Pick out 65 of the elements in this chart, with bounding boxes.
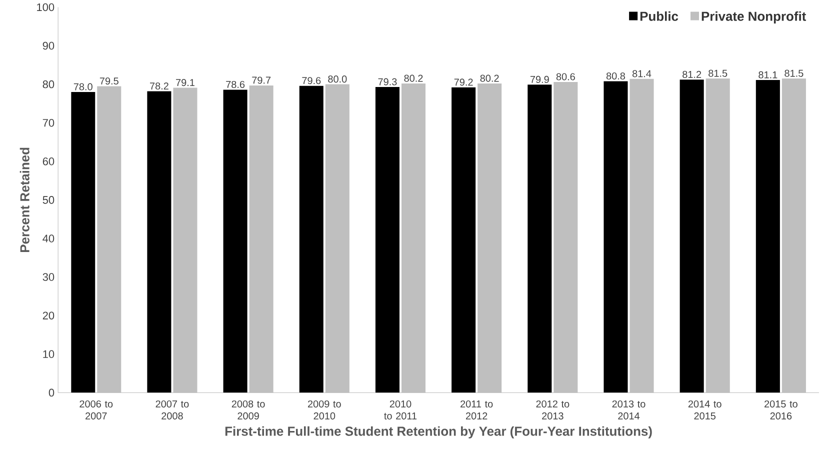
data-label: 80.2	[480, 74, 499, 82]
legend-label: Public	[640, 12, 678, 22]
data-label: 80.0	[328, 76, 347, 83]
bar	[756, 80, 780, 393]
bar	[223, 90, 248, 393]
bar	[604, 81, 628, 393]
x-axis-title: First-time Full-time Student Retention by Year (Four-Year Institutions)	[225, 426, 652, 439]
bar	[249, 86, 274, 393]
y-tick-label: 100	[37, 3, 54, 12]
y-tick-label: 50	[42, 196, 54, 204]
data-label: 79.3	[378, 78, 397, 86]
y-tick-label: 20	[42, 312, 54, 320]
x-tick-label: 2015 to 2016	[764, 400, 798, 420]
bar	[325, 84, 350, 393]
data-label: 79.6	[302, 77, 321, 84]
data-label: 78.6	[226, 81, 245, 88]
data-label: 81.5	[784, 70, 804, 77]
bar	[706, 78, 730, 393]
data-label: 80.2	[404, 74, 423, 82]
data-label: 81.2	[682, 71, 702, 78]
legend-label: Private Nonprofit	[702, 12, 806, 24]
y-tick-label: 0	[48, 388, 54, 397]
data-label: 81.5	[708, 70, 728, 77]
y-tick-label: 30	[42, 273, 54, 282]
x-tick-label: 2008 to 2009	[232, 400, 265, 420]
x-tick-label: 2013 to 2014	[612, 400, 646, 420]
x-tick-label: 2010 to 2011	[384, 400, 417, 420]
data-label: 80.8	[606, 72, 626, 80]
x-tick-label: 2009 to 2010	[308, 400, 341, 420]
y-tick-label: 60	[42, 158, 54, 166]
bar	[554, 82, 578, 393]
bar	[71, 92, 96, 393]
bar	[97, 86, 122, 393]
data-label: 78.0	[74, 83, 92, 90]
bar	[147, 91, 172, 393]
bar	[299, 86, 324, 393]
bar	[630, 79, 654, 393]
y-tick-label: 70	[42, 119, 54, 127]
y-tick-label: 80	[42, 80, 54, 88]
data-label: 80.6	[556, 73, 575, 80]
data-label: 79.9	[530, 76, 549, 84]
x-tick-label: 2012 to 2013	[536, 400, 570, 420]
x-tick-label: 2014 to 2015	[688, 400, 722, 420]
x-tick-label: 2011 to 2012	[460, 400, 493, 420]
bar	[528, 84, 552, 393]
y-tick-label: 10	[43, 350, 54, 358]
data-label: 79.5	[100, 78, 118, 85]
x-tick-label: 2007 to 2008	[156, 400, 189, 420]
bar	[680, 80, 704, 393]
bar	[401, 84, 426, 393]
y-axis-title: Percent Retained	[20, 148, 30, 252]
x-tick-label: 2006 to 2007	[80, 400, 113, 420]
bar	[478, 84, 502, 393]
bar	[452, 88, 476, 393]
data-label: 79.2	[454, 78, 473, 86]
bar	[173, 88, 198, 393]
data-label: 81.4	[632, 70, 652, 78]
data-label: 78.2	[150, 82, 168, 90]
data-label: 79.7	[252, 76, 271, 84]
bar	[782, 78, 806, 393]
data-label: 79.1	[176, 79, 194, 86]
y-tick-label: 40	[42, 234, 54, 242]
y-tick-label: 90	[42, 42, 54, 50]
data-label: 81.1	[758, 71, 778, 78]
bar	[375, 87, 400, 393]
